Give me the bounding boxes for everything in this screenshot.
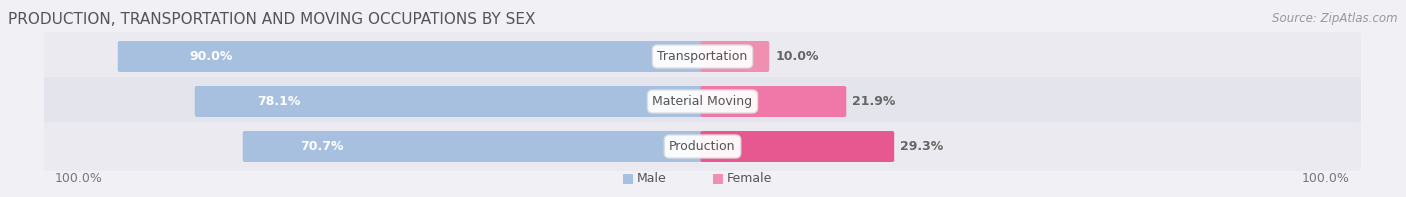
Text: PRODUCTION, TRANSPORTATION AND MOVING OCCUPATIONS BY SEX: PRODUCTION, TRANSPORTATION AND MOVING OC… xyxy=(8,12,536,27)
FancyBboxPatch shape xyxy=(243,131,704,162)
Text: Source: ZipAtlas.com: Source: ZipAtlas.com xyxy=(1272,12,1398,25)
Text: 21.9%: 21.9% xyxy=(852,95,896,108)
Text: 10.0%: 10.0% xyxy=(775,50,818,63)
FancyBboxPatch shape xyxy=(118,41,704,72)
FancyBboxPatch shape xyxy=(700,41,769,72)
FancyBboxPatch shape xyxy=(700,131,894,162)
FancyBboxPatch shape xyxy=(623,174,633,184)
Text: Male: Male xyxy=(637,173,666,186)
Text: 100.0%: 100.0% xyxy=(55,173,103,186)
FancyBboxPatch shape xyxy=(700,86,846,117)
Text: 70.7%: 70.7% xyxy=(299,140,343,153)
Text: Transportation: Transportation xyxy=(658,50,748,63)
FancyBboxPatch shape xyxy=(44,77,1361,126)
FancyBboxPatch shape xyxy=(713,174,723,184)
FancyBboxPatch shape xyxy=(195,86,704,117)
FancyBboxPatch shape xyxy=(44,122,1361,171)
Text: Material Moving: Material Moving xyxy=(652,95,752,108)
Text: Female: Female xyxy=(727,173,772,186)
Text: 100.0%: 100.0% xyxy=(1302,173,1350,186)
Text: 29.3%: 29.3% xyxy=(900,140,943,153)
Text: 90.0%: 90.0% xyxy=(190,50,233,63)
Text: Production: Production xyxy=(669,140,735,153)
Text: 78.1%: 78.1% xyxy=(257,95,301,108)
FancyBboxPatch shape xyxy=(44,32,1361,81)
